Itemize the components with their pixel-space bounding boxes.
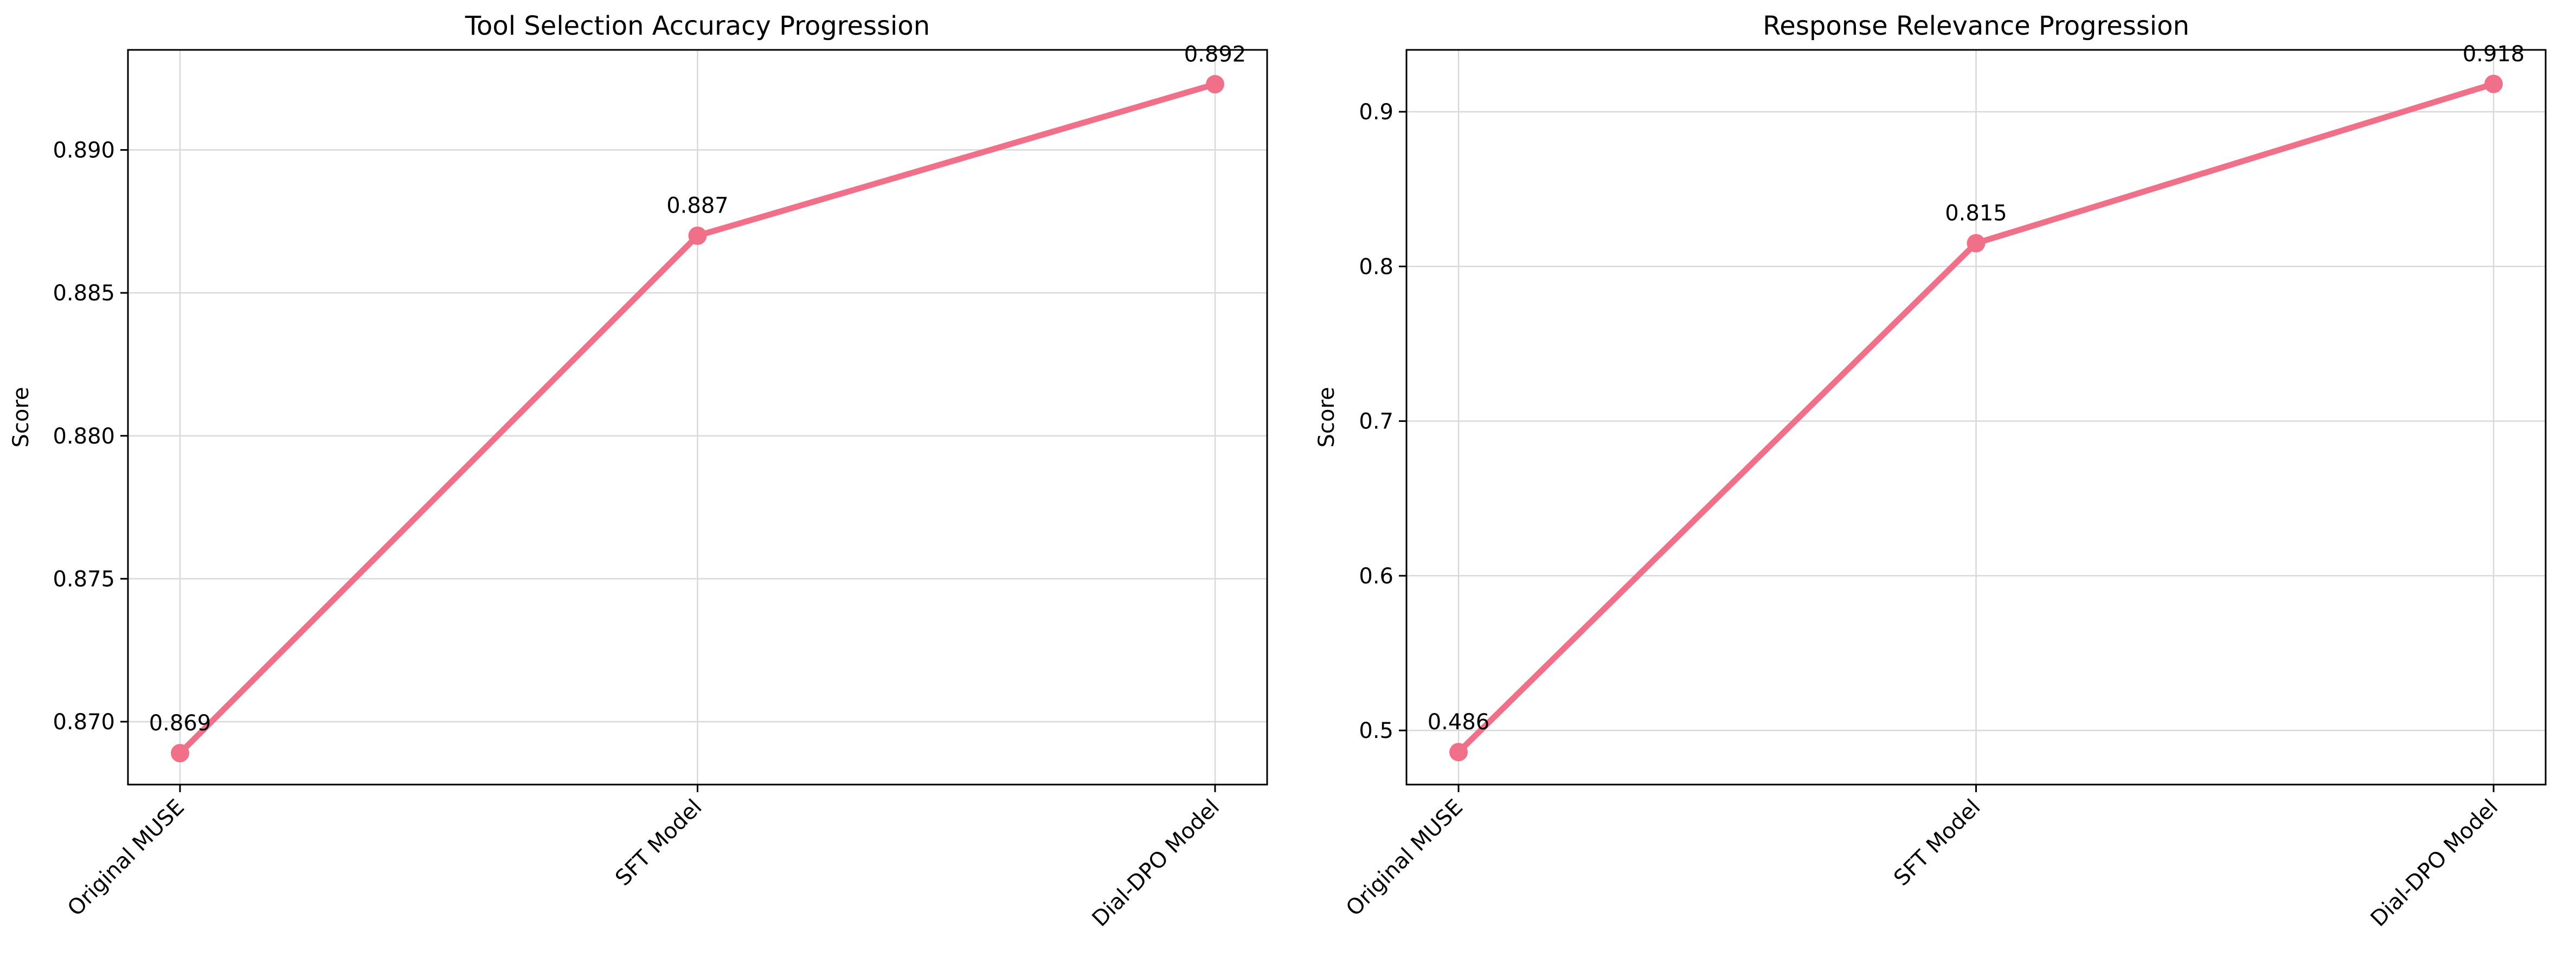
ticks: 0.870 0.875 0.880 0.885 0.890 Original MUSE SF… (53, 138, 1224, 932)
plot-frame (127, 49, 1268, 786)
x-tick-label: Dial-DPO Model (2366, 795, 2503, 932)
ticks: 0.5 0.6 0.7 0.8 0.9 Original MUSE SFT Model Dia… (1341, 100, 2503, 932)
x-tick-label: SFT Model (611, 795, 706, 891)
y-tick-label: 0.5 (1359, 718, 1393, 743)
y-tick-label: 0.870 (53, 710, 115, 735)
data-point (1206, 75, 1224, 94)
data-label: 0.815 (1945, 201, 2007, 226)
y-tick-label: 0.885 (53, 281, 115, 306)
y-axis-label: Score (9, 387, 34, 447)
data-label: 0.486 (1428, 710, 1490, 735)
y-tick-label: 0.6 (1359, 564, 1393, 589)
y-tick-label: 0.875 (53, 567, 115, 592)
chart-response-relevance: Response Relevance Progression Score 0.5… (1314, 11, 2547, 932)
chart-title: Response Relevance Progression (1763, 11, 2189, 41)
data-point (1449, 743, 1468, 762)
y-tick-label: 0.9 (1359, 100, 1393, 125)
grid (128, 50, 1267, 785)
x-tick-label: SFT Model (1889, 795, 1985, 891)
y-axis-label: Score (1314, 387, 1339, 447)
grid (1406, 50, 2546, 785)
y-tick-label: 0.890 (53, 138, 115, 163)
data-point (688, 226, 707, 245)
data-label: 0.892 (1184, 42, 1247, 67)
data-point (1967, 234, 1986, 253)
x-tick-label: Original MUSE (63, 795, 189, 921)
data-label: 0.869 (149, 711, 211, 736)
y-tick-label: 0.8 (1359, 254, 1393, 279)
data-point (171, 744, 189, 763)
y-tick-label: 0.880 (53, 424, 115, 449)
y-tick-label: 0.7 (1359, 409, 1393, 434)
data-label: 0.887 (666, 194, 729, 219)
plot-frame (1405, 49, 2547, 786)
x-tick-label: Dial-DPO Model (1087, 795, 1224, 932)
chart-tool-selection-accuracy: Tool Selection Accuracy Progression Scor… (9, 11, 1268, 932)
chart-title: Tool Selection Accuracy Progression (465, 11, 930, 41)
x-tick-label: Original MUSE (1341, 795, 1468, 921)
data-point (2484, 74, 2503, 93)
data-label: 0.918 (2463, 42, 2525, 67)
